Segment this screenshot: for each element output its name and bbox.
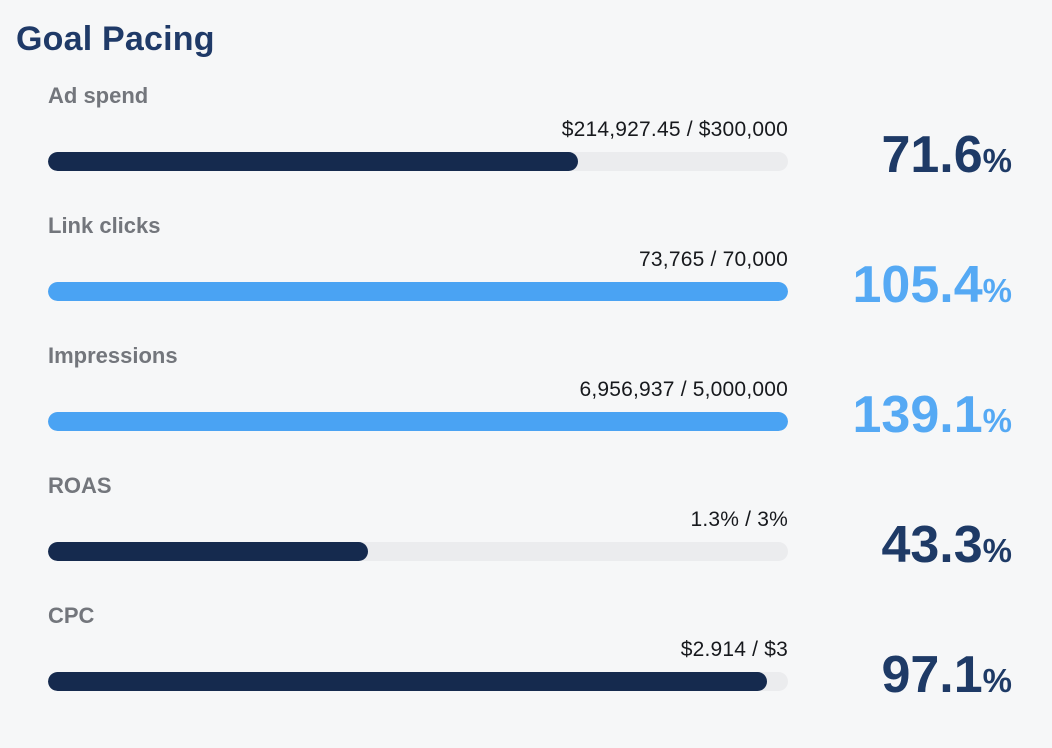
metric-row-impressions: Impressions 6,956,937 / 5,000,000 139.1%	[48, 343, 1012, 441]
metric-value: 73,765 / 70,000	[639, 248, 788, 271]
progress-bar-track	[48, 152, 788, 171]
metric-percent: 43.3%	[788, 519, 1012, 571]
metric-percent: 105.4%	[788, 259, 1012, 311]
metric-row-ad-spend: Ad spend $214,927.45 / $300,000 71.6%	[48, 83, 1012, 181]
percent-value: 105.4	[852, 256, 983, 314]
percent-value: 139.1	[852, 386, 983, 444]
progress-bar-track	[48, 282, 788, 301]
percent-sign: %	[982, 142, 1012, 179]
metric-row-roas: ROAS 1.3% / 3% 43.3%	[48, 473, 1012, 571]
metric-percent: 97.1%	[788, 649, 1012, 701]
metric-percent: 139.1%	[788, 389, 1012, 441]
percent-value: 43.3	[881, 516, 983, 574]
metric-value: $2.914 / $3	[680, 638, 788, 661]
metric-rows: Ad spend $214,927.45 / $300,000 71.6% Li…	[16, 83, 1012, 701]
percent-value: 97.1	[881, 646, 983, 704]
progress-bar-fill	[48, 542, 369, 561]
metric-row-link-clicks: Link clicks 73,765 / 70,000 105.4%	[48, 213, 1012, 311]
metric-value: $214,927.45 / $300,000	[561, 118, 788, 141]
progress-bar-fill	[48, 282, 788, 301]
metric-label: CPC	[48, 603, 95, 628]
percent-sign: %	[982, 532, 1012, 569]
metric-main: Ad spend $214,927.45 / $300,000	[48, 83, 788, 171]
metric-row-cpc: CPC $2.914 / $3 97.1%	[48, 603, 1012, 701]
metric-main: Impressions 6,956,937 / 5,000,000	[48, 343, 788, 431]
progress-bar-track	[48, 542, 788, 561]
metric-main: CPC $2.914 / $3	[48, 603, 788, 691]
progress-bar-fill	[48, 152, 578, 171]
percent-sign: %	[982, 272, 1012, 309]
metric-value: 6,956,937 / 5,000,000	[579, 378, 788, 401]
goal-pacing-widget: Goal Pacing Ad spend $214,927.45 / $300,…	[16, 20, 1012, 701]
metric-label: ROAS	[48, 473, 112, 498]
metric-main: Link clicks 73,765 / 70,000	[48, 213, 788, 301]
percent-sign: %	[982, 402, 1012, 439]
progress-bar-track	[48, 672, 788, 691]
progress-bar-fill	[48, 412, 788, 431]
metric-main: ROAS 1.3% / 3%	[48, 473, 788, 561]
metric-label: Ad spend	[48, 83, 149, 108]
progress-bar-fill	[48, 672, 767, 691]
metric-percent: 71.6%	[788, 129, 1012, 181]
metric-label: Link clicks	[48, 213, 161, 238]
widget-title: Goal Pacing	[16, 20, 215, 58]
metric-label: Impressions	[48, 343, 178, 368]
progress-bar-track	[48, 412, 788, 431]
metric-value: 1.3% / 3%	[690, 508, 788, 531]
percent-sign: %	[982, 662, 1012, 699]
percent-value: 71.6	[881, 126, 983, 184]
